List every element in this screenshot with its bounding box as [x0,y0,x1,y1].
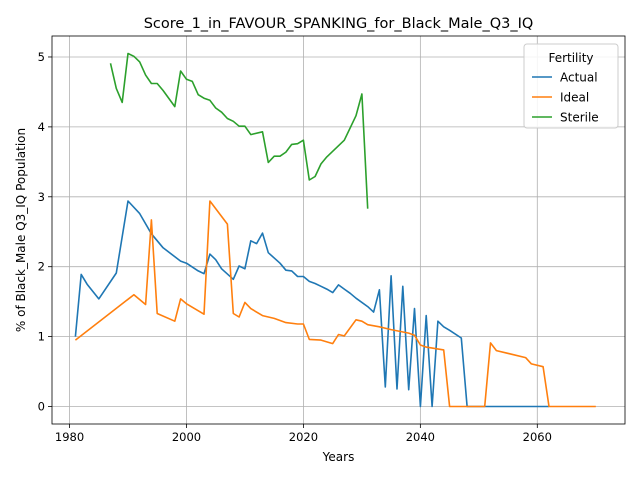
legend-box [523,43,619,129]
series-lines [74,52,596,408]
y-tick-label: 1 [38,330,45,344]
y-tick-label: 5 [38,50,45,64]
series-line-ideal [74,200,596,408]
series-line-actual [74,200,549,408]
series-line-sterile [109,52,369,209]
x-tick-label: 2060 [523,430,552,444]
legend-label-ideal: Ideal [560,91,589,105]
x-tick-label: 2040 [406,430,435,444]
y-tick-label: 3 [38,190,45,204]
legend: Fertility Actual Ideal Sterile [523,43,619,129]
legend-label-actual: Actual [560,71,598,85]
chart-title: Score_1_in_FAVOUR_SPANKING_for_Black_Mal… [144,16,534,32]
x-tick-label: 2000 [172,430,201,444]
axis-ticks: 1980 2000 2020 2040 2060 0 1 2 3 4 5 [38,50,552,444]
y-tick-label: 2 [38,260,45,274]
y-tick-label: 0 [38,400,45,414]
axes-frame [51,35,626,425]
x-tick-label: 1980 [55,430,84,444]
x-tick-label: 2020 [289,430,318,444]
x-axis-label: Years [322,450,355,464]
legend-label-sterile: Sterile [560,111,599,125]
y-axis-label: % of Black_Male Q3_IQ Population [14,128,28,332]
y-tick-label: 4 [38,120,45,134]
legend-title: Fertility [548,51,593,65]
